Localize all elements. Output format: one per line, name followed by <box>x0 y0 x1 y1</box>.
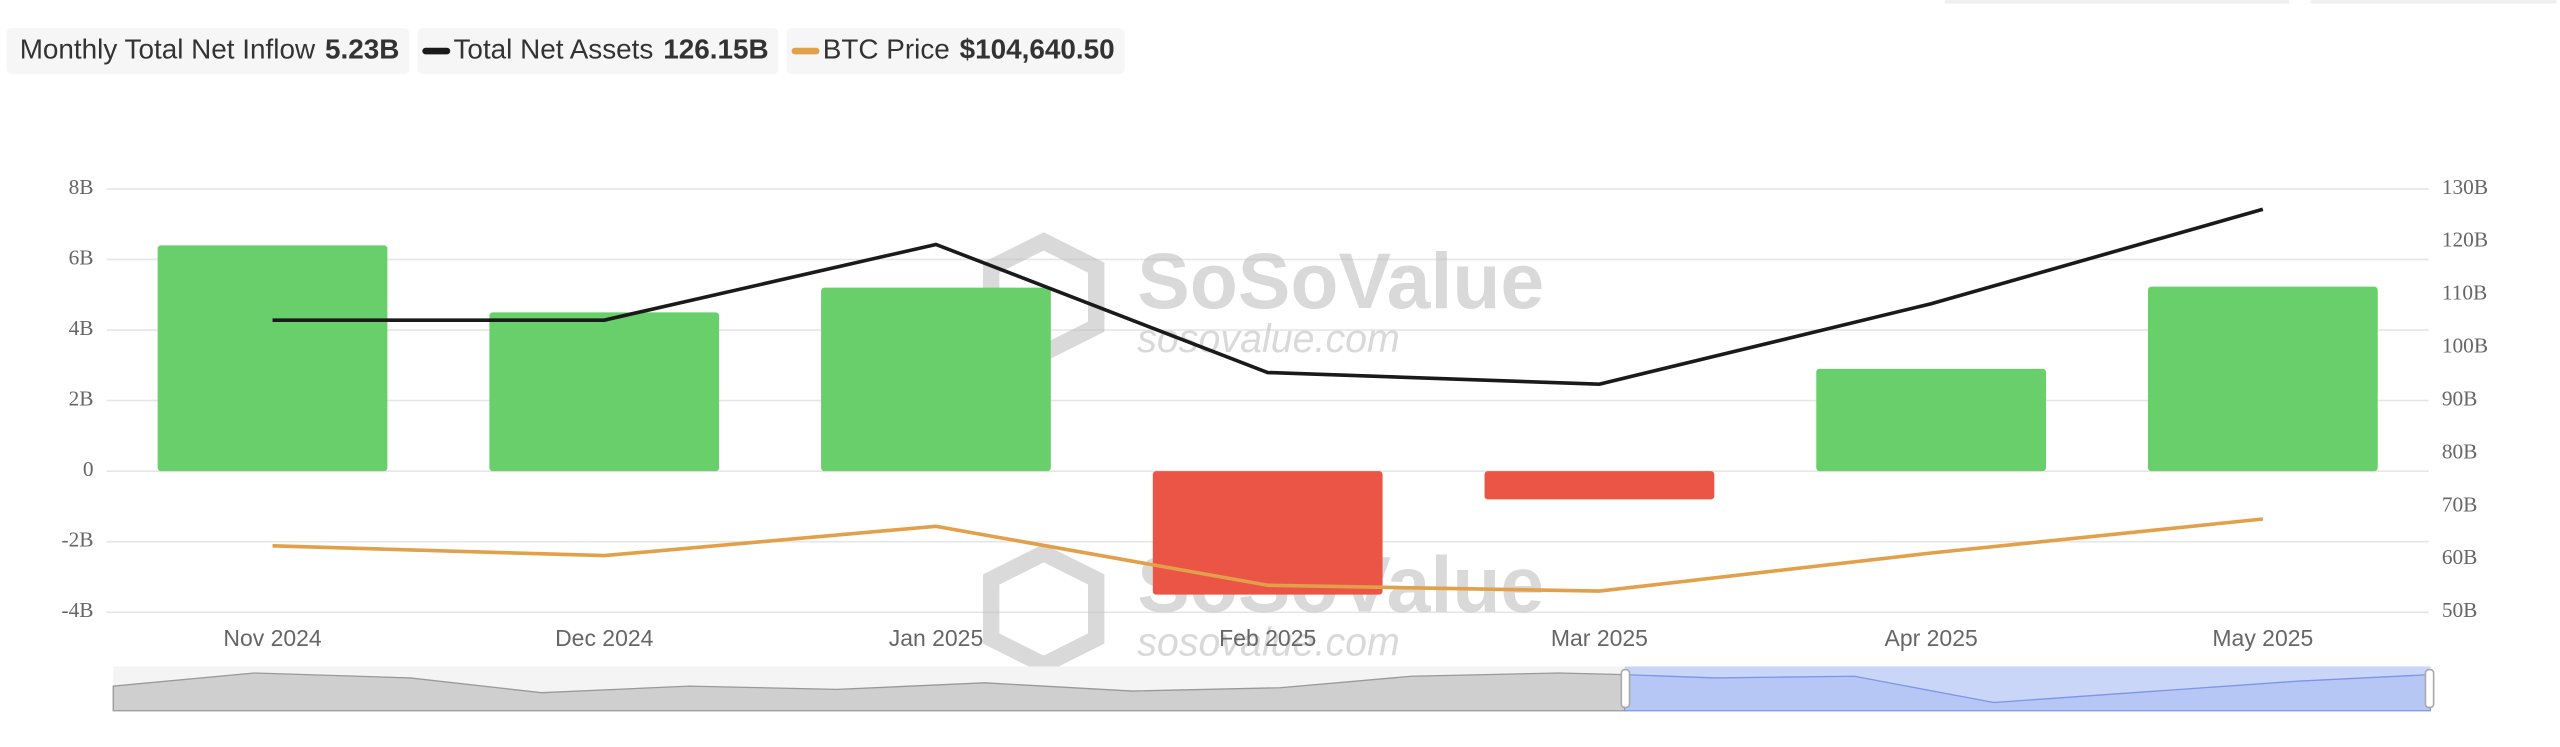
legend-name: Total Net Assets <box>454 33 654 64</box>
watermark-logo <box>982 544 1105 674</box>
navigator-handle[interactable] <box>2424 668 2435 709</box>
legend-box <box>6 28 410 75</box>
y-tick-label: -4B <box>62 598 94 622</box>
watermark-brand: SoSoValue <box>1137 237 1544 325</box>
x-tick-label: Mar 2025 <box>1551 625 1648 651</box>
x-tick-label: Nov 2024 <box>223 625 322 651</box>
y-tick-label: 6B <box>69 245 94 269</box>
y-tick-label: 0 <box>83 457 94 481</box>
navigator-handle[interactable] <box>1620 668 1631 709</box>
line <box>272 207 2264 386</box>
y2-tick-label: 110B <box>2442 281 2487 305</box>
toolbar-button[interactable] <box>1944 0 2290 4</box>
legend-item[interactable]: BTC Price $104,640.50 <box>786 28 1125 75</box>
y2-tick-label: 90B <box>2442 386 2478 410</box>
x-tick-label: Apr 2025 <box>1885 625 1978 651</box>
watermark: SoSoValue sosovalue.com SoSoValue sosova… <box>982 232 1544 674</box>
x-tick-label: Feb 2025 <box>1219 625 1316 651</box>
bar <box>1484 471 1715 500</box>
legend-item[interactable]: Monthly Total Net Inflow 5.23B <box>6 28 410 75</box>
bar <box>157 245 388 472</box>
legend-value: 126.15B <box>663 33 768 64</box>
legend-name: Monthly Total Net Inflow <box>20 33 316 64</box>
x-tick-label: Jan 2025 <box>889 625 984 651</box>
y2-tick-label: 70B <box>2442 492 2478 516</box>
y-tick-label: 4B <box>69 316 94 340</box>
line <box>272 517 2264 593</box>
y-tick-label: 8B <box>69 175 94 199</box>
y-tick-label: 2B <box>69 386 94 410</box>
legend-value: $104,640.50 <box>960 33 1115 64</box>
navigator-area <box>112 672 1626 712</box>
y2-tick-label: 50B <box>2442 598 2478 622</box>
y2-tick-label: 120B <box>2442 228 2488 252</box>
legend: Monthly Total Net Inflow 5.23B Total Net A… <box>6 28 1125 75</box>
y2-tick-label: 100B <box>2442 334 2488 358</box>
legend-box <box>417 28 779 75</box>
navigator[interactable] <box>112 666 2435 712</box>
bar <box>1816 368 2047 472</box>
x-tick-label: Dec 2024 <box>555 625 654 651</box>
legend-value: 5.23B <box>325 33 399 64</box>
legend-name: BTC Price <box>823 33 950 64</box>
toolbar-button[interactable] <box>2310 0 2557 4</box>
bar <box>2147 286 2378 472</box>
x-tick-label: May 2025 <box>2212 625 2313 651</box>
y2-tick-label: 60B <box>2442 545 2478 569</box>
bar <box>821 287 1051 472</box>
bar <box>489 312 720 472</box>
y-tick-label: -2B <box>62 528 94 552</box>
y2-tick-label: 80B <box>2442 439 2478 463</box>
bar <box>1152 471 1383 595</box>
watermark-site: sosovalue.com <box>1137 620 1400 664</box>
y2-tick-label: 130B <box>2442 175 2488 199</box>
legend-box <box>786 28 1125 75</box>
legend-item[interactable]: Total Net Assets 126.15B <box>417 28 779 75</box>
